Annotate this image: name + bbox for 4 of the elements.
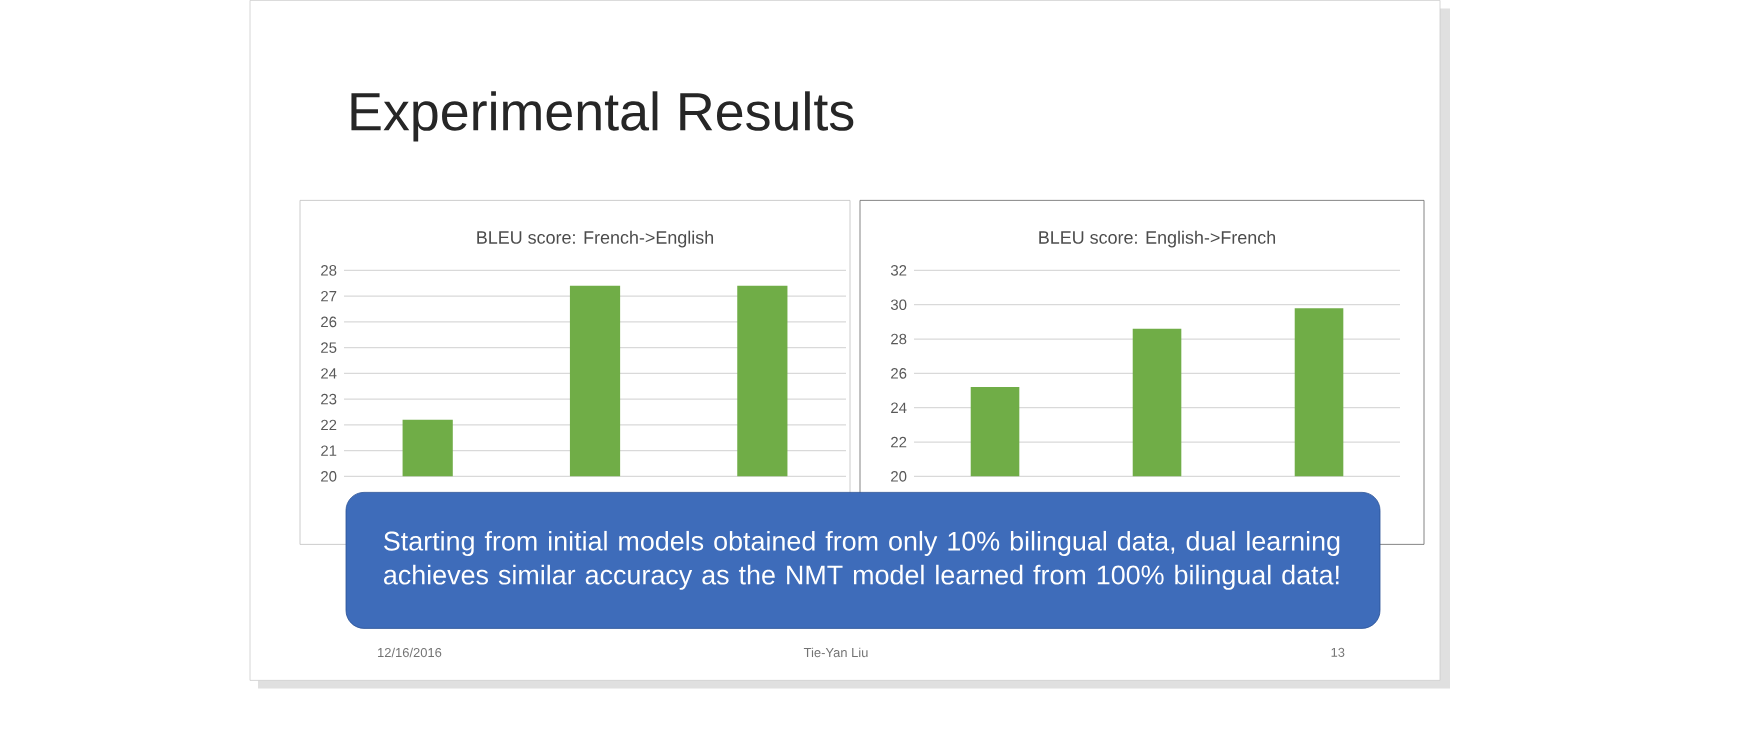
text: Experimental Results <box>351 91 854 142</box>
chart-title: BLEU score: French->English <box>477 230 714 248</box>
text: Starting from initial models obtained from only 10% bilingual data, dual learning achieves similar accuracy as the NMT model learned from 100% bilingual data! <box>384 530 1340 590</box>
chart-title: BLEU score: English->French <box>1039 230 1276 248</box>
